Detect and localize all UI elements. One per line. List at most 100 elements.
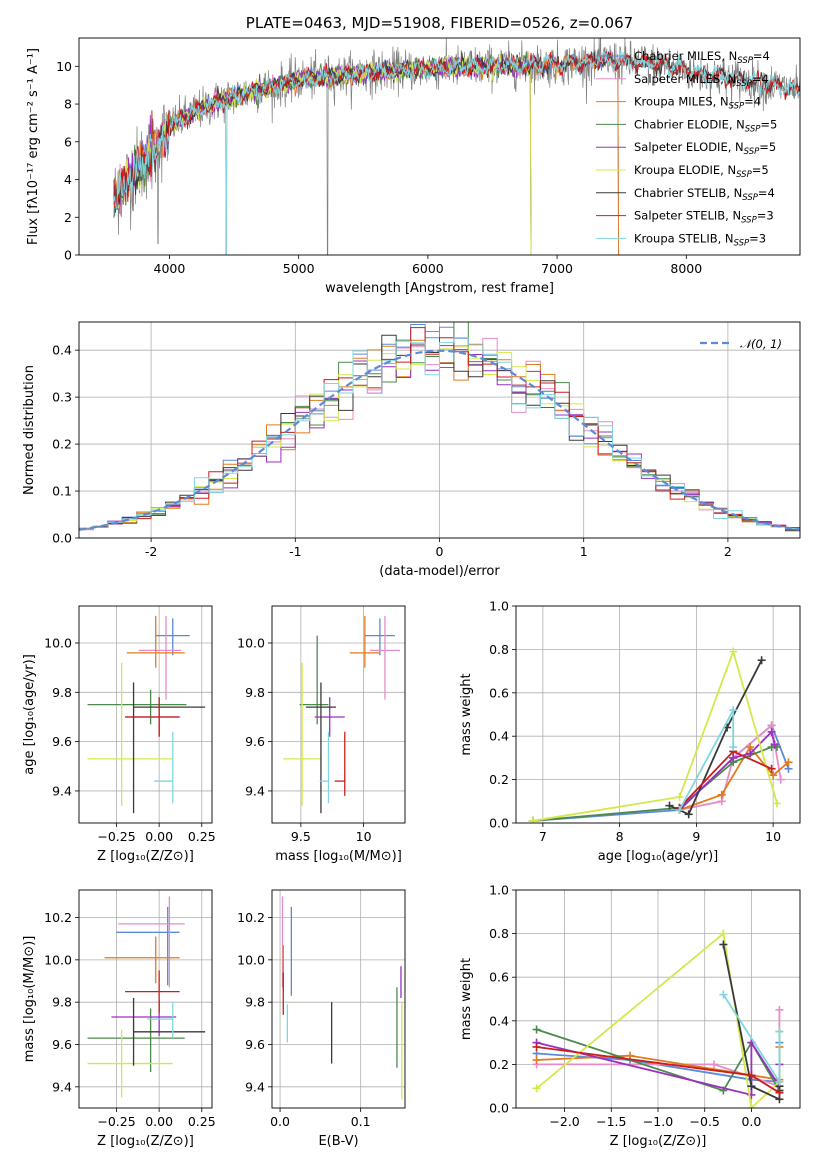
x-tick-label: 10: [765, 829, 781, 844]
y-tick-label: 0.6: [489, 970, 509, 985]
y-tick-label: 9.6: [52, 734, 72, 749]
y-tick-label: 9.6: [245, 734, 265, 749]
chart-spectrum: PLATE=0463, MJD=51908, FIBERID=0526, z=0…: [26, 14, 801, 296]
y-axis-label: Normed distribution: [22, 365, 37, 495]
y-tick-label: 1.0: [489, 599, 509, 614]
x-tick-label: 0.00: [145, 1114, 173, 1129]
errorbar-salpeter-stelib: [125, 970, 180, 1013]
errorbar-chabrier-elodie: [87, 1008, 185, 1073]
errorbar-kroupa-miles: [126, 615, 185, 668]
x-axis-label: wavelength [Angstrom, rest frame]: [325, 281, 554, 296]
y-tick-label: 0.2: [489, 1057, 509, 1072]
normal-curve: [79, 349, 800, 531]
errorbar-kroupa-elodie: [87, 1029, 173, 1098]
y-tick-label: 9.4: [245, 1079, 265, 1094]
y-axis-label: mass weight: [459, 958, 474, 1040]
errorbar-salpeter-miles: [118, 896, 185, 988]
x-axis-label: age [log₁₀(age/yr)]: [598, 849, 719, 864]
y-tick-label: 0.6: [489, 685, 509, 700]
x-axis-label: (data-model)/error: [379, 564, 500, 579]
y-tick-label: 6: [64, 134, 72, 149]
legend-label-kroupa-stelib: Kroupa STELIB, NSSP=3: [634, 231, 766, 248]
errorbar-salpeter-miles: [369, 615, 400, 700]
y-tick-label: 10: [56, 59, 72, 74]
errorbar-chabrier-stelib: [305, 682, 336, 814]
axes-frame: [515, 889, 801, 1109]
x-tick-label: 6000: [412, 261, 444, 276]
legend-label-salpeter-stelib: Salpeter STELIB, NSSP=3: [634, 209, 774, 226]
y-tick-label: 10.2: [44, 910, 72, 925]
y-tick-label: 0.8: [489, 642, 509, 657]
errorbar-kroupa-miles: [349, 615, 380, 668]
y-tick-label: 0.4: [489, 1013, 509, 1028]
chart-mass-weight-vs-age: 7 8 9 10 0.0 0.2 0.4 0.6 0.8 1.0 age [log₁₀(age/yr…: [459, 599, 801, 864]
y-tick-label: 0.4: [52, 343, 72, 358]
y-tick-label: 0.0: [52, 531, 72, 546]
x-tick-label: 0.00: [145, 829, 173, 844]
axes-frame: [515, 605, 801, 824]
y-tick-label: 10.0: [44, 952, 72, 967]
series-salpeter-elodie: [675, 727, 779, 814]
y-tick-label: 9.4: [52, 1079, 72, 1094]
y-tick-label: 9.4: [52, 783, 72, 798]
x-tick-label: −2.0: [549, 1114, 579, 1129]
errorbar-salpeter-stelib: [125, 697, 180, 737]
y-tick-label: 0.2: [489, 772, 509, 787]
y-tick-label: 0.8: [489, 926, 509, 941]
y-tick-label: 10.0: [237, 635, 265, 650]
y-tick-label: 9.8: [245, 685, 265, 700]
errorbar-salpeter-miles: [138, 615, 182, 700]
x-tick-label: -2: [145, 544, 157, 559]
legend-label-kroupa-elodie: Kroupa ELODIE, NSSP=5: [634, 163, 769, 180]
chart-mass-vs-EBV: 0.0 0.1 9.4 9.6 9.8 10.0 10.2 E(B-V): [237, 889, 406, 1149]
y-axis-label: Flux [fλ10⁻¹⁷ erg cm⁻² s⁻¹ A⁻¹]: [26, 48, 41, 245]
errorbar-salpeter-stelib: [334, 731, 346, 796]
x-tick-label: 7000: [541, 261, 573, 276]
y-tick-label: 0.4: [489, 729, 509, 744]
chart-mass-weight-vs-Z: −2.0 −1.5 −1.0 −0.5 0.0 0.0 0.2 0.4 0.6 0.8 1.0 Z […: [459, 883, 801, 1149]
errorbar-chabrier-elodie: [299, 635, 329, 725]
x-tick-label: −0.5: [690, 1114, 720, 1129]
errorbar-kroupa-elodie: [283, 662, 321, 806]
x-tick-label: 7: [539, 829, 547, 844]
legend-label-kroupa-miles: Kroupa MILES, NSSP=4: [634, 95, 761, 112]
x-tick-label: -1: [289, 544, 301, 559]
y-tick-label: 9.8: [52, 685, 72, 700]
x-tick-label: 8: [616, 829, 624, 844]
y-tick-label: 10.0: [44, 635, 72, 650]
chart-residuals: -2 -1 0 1 2 0.0 0.1 0.2 0.3 0.4 (data-model)/error…: [22, 321, 801, 579]
x-tick-label: 2: [724, 544, 732, 559]
x-tick-label: 8000: [670, 261, 702, 276]
y-axis-label: mass weight: [459, 673, 474, 755]
errorbar-kroupa-elodie: [87, 662, 173, 806]
series-kroupa-stelib: [719, 990, 784, 1086]
y-tick-label: 4: [64, 172, 72, 187]
errorbar-chabrier-stelib: [132, 997, 206, 1066]
x-tick-label: −0.25: [97, 829, 135, 844]
errorbar-chabrier-miles: [364, 618, 395, 656]
legend-label-chabrier-elodie: Chabrier ELODIE, NSSP=5: [634, 117, 777, 134]
errorbar-chabrier-miles: [116, 906, 180, 986]
y-tick-label: 10.2: [237, 910, 265, 925]
x-tick-label: 0.0: [270, 1114, 290, 1129]
x-tick-label: 9.5: [291, 829, 311, 844]
x-tick-label: 4000: [154, 261, 186, 276]
errorbar-kroupa-stelib: [319, 731, 330, 804]
x-tick-label: −1.0: [643, 1114, 673, 1129]
axes-frame: [78, 37, 801, 256]
series-kroupa-elodie: [528, 647, 781, 823]
legend-label-salpeter-elodie: Salpeter ELODIE, NSSP=5: [634, 140, 776, 157]
x-tick-label: 0.1: [351, 1114, 371, 1129]
x-axis-label: Z [log₁₀(Z/Z⊙)]: [97, 849, 194, 864]
y-tick-label: 10.0: [237, 952, 265, 967]
x-tick-label: 0: [436, 544, 444, 559]
spectrum-series-salpeter-stelib: [113, 51, 800, 208]
x-tick-label: 0.0: [741, 1114, 761, 1129]
y-tick-label: 0.0: [489, 1101, 509, 1116]
errorbar-kroupa-miles: [104, 936, 180, 984]
y-tick-label: 9.4: [245, 783, 265, 798]
legend-label-normal: 𝒩(0, 1): [740, 337, 782, 351]
axes-frame: [78, 321, 801, 539]
x-tick-label: −0.25: [97, 1114, 135, 1129]
